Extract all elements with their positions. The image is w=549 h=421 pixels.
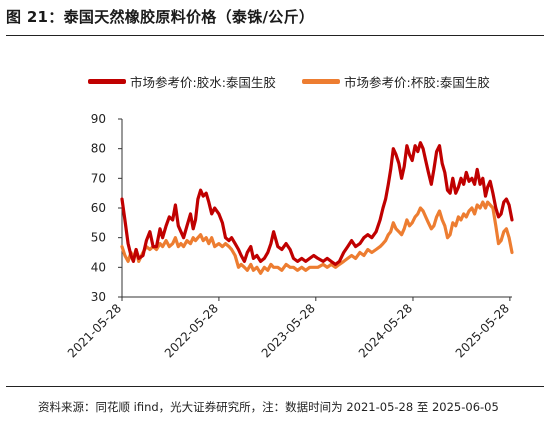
chart-title: 图 21：泰国天然橡胶原料价格（泰铢/公斤） — [6, 8, 315, 26]
y-tick-label: 40 — [91, 260, 106, 274]
y-tick-label: 70 — [91, 171, 106, 185]
series-line-latex — [120, 141, 514, 266]
top-divider — [6, 35, 544, 36]
legend-item-cuplump: 市场参考价:杯胶:泰国生胶 — [302, 72, 490, 91]
x-tick-label: 2021-05-28 — [65, 301, 124, 360]
legend-item-latex: 市场参考价:胶水:泰国生胶 — [88, 72, 276, 91]
series-line-cuplump — [120, 200, 514, 275]
x-tick-label: 2022-05-28 — [162, 301, 221, 360]
bottom-divider — [6, 386, 544, 387]
source-note: 资料来源：同花顺 ifind，光大证券研究所，注：数据时间为 2021-05-2… — [38, 400, 499, 414]
y-tick-label: 30 — [91, 290, 106, 304]
legend-swatch-latex — [88, 79, 126, 84]
x-tick-label: 2023-05-28 — [259, 301, 318, 360]
y-tick-label: 50 — [91, 231, 106, 245]
y-tick-label: 80 — [91, 142, 106, 156]
legend-label-latex: 市场参考价:胶水:泰国生胶 — [130, 75, 276, 90]
chart-legend: 市场参考价:胶水:泰国生胶 市场参考价:杯胶:泰国生胶 — [0, 72, 549, 92]
y-tick-label: 90 — [91, 112, 106, 126]
y-tick-label: 60 — [91, 201, 106, 215]
legend-swatch-cuplump — [302, 79, 340, 84]
x-tick-label: 2025-05-28 — [453, 301, 512, 360]
legend-label-cuplump: 市场参考价:杯胶:泰国生胶 — [344, 75, 490, 90]
x-tick-label: 2024-05-28 — [356, 301, 415, 360]
